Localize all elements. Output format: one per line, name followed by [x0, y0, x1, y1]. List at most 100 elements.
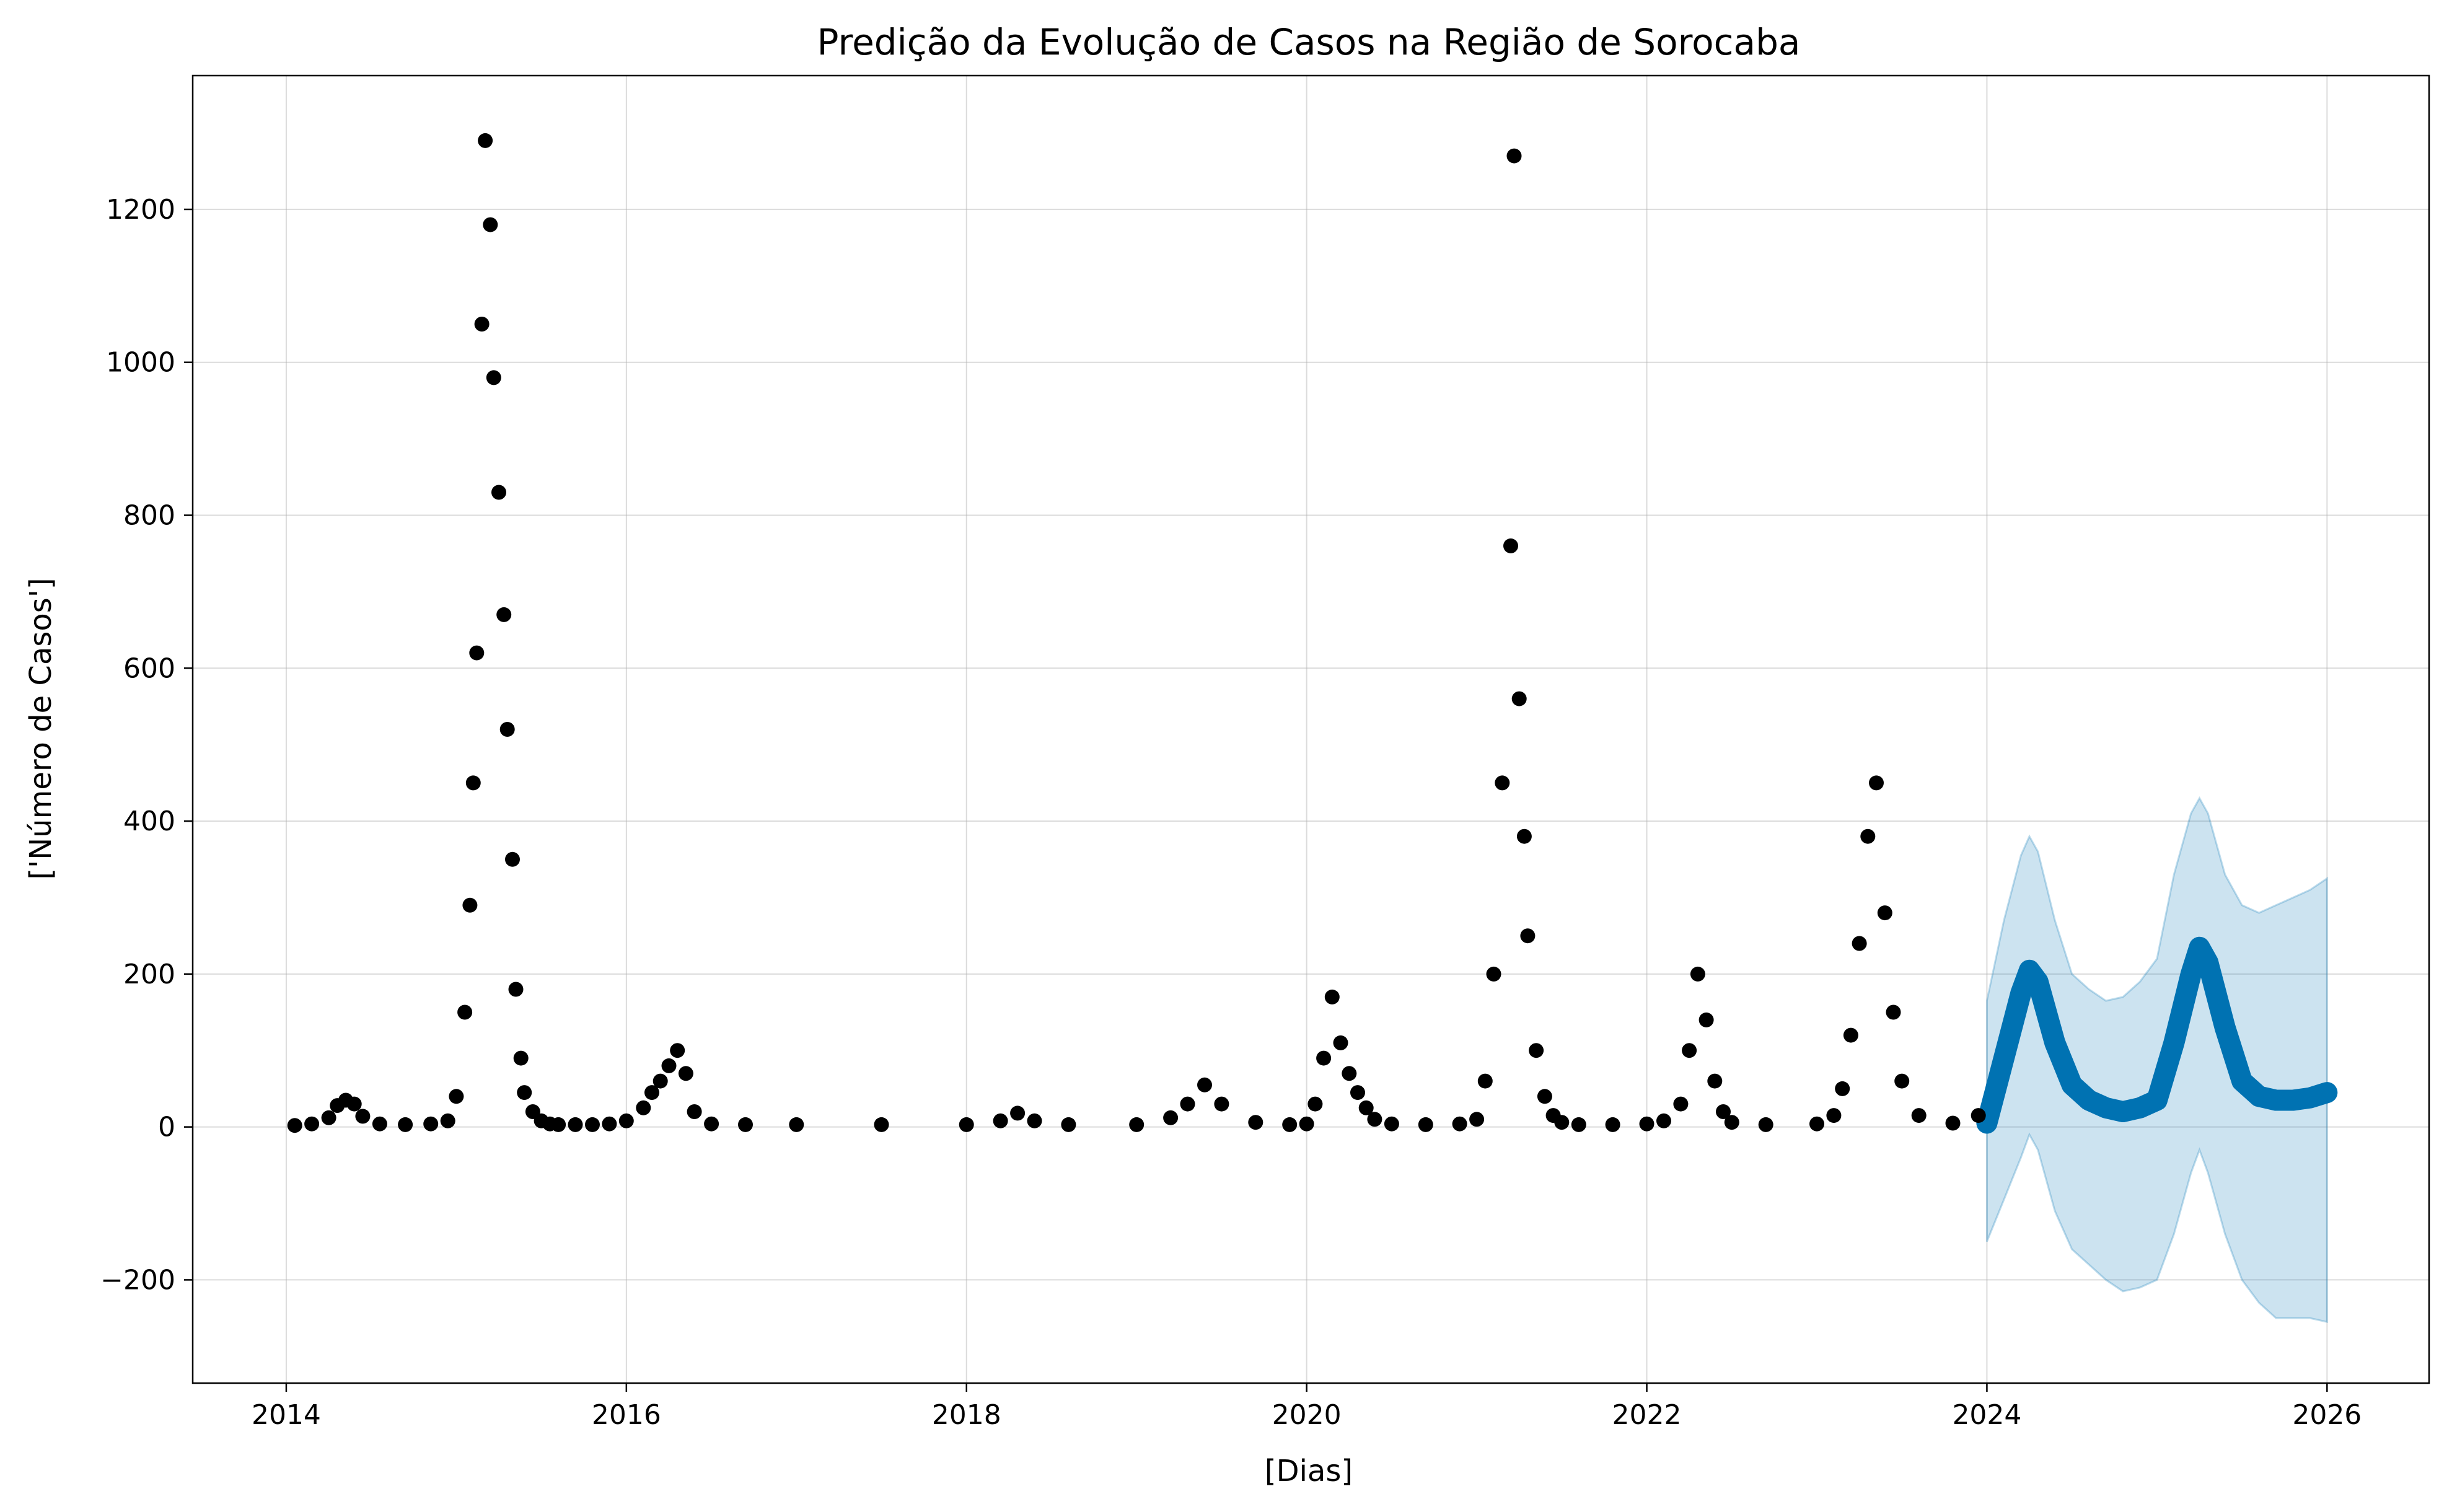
observed-point: [993, 1113, 1008, 1128]
observed-point: [1477, 1073, 1493, 1089]
observed-point: [457, 1004, 473, 1020]
observed-point: [1529, 1043, 1544, 1058]
observed-point: [499, 722, 515, 737]
observed-point: [1129, 1117, 1145, 1132]
y-tick-label: 0: [158, 1112, 175, 1143]
observed-point: [462, 897, 478, 913]
observed-point: [496, 607, 512, 622]
observed-point: [1511, 691, 1527, 706]
observed-point: [1877, 905, 1892, 921]
observed-point: [491, 485, 506, 500]
observed-point: [789, 1117, 804, 1132]
observed-point: [1886, 1004, 1901, 1020]
observed-point: [1945, 1115, 1961, 1131]
observed-point: [1367, 1112, 1382, 1127]
observed-point: [1835, 1081, 1850, 1096]
observed-point: [551, 1117, 566, 1132]
observed-point: [1452, 1116, 1467, 1132]
plot-frame: [191, 74, 2430, 1384]
observed-point: [1180, 1096, 1195, 1112]
observed-point: [585, 1117, 600, 1132]
observed-point: [513, 1050, 529, 1066]
observed-point: [636, 1100, 651, 1115]
y-tick-label: 200: [123, 959, 175, 990]
observed-point: [661, 1058, 677, 1073]
observed-point: [1486, 966, 1501, 982]
observed-point: [1971, 1108, 1986, 1123]
observed-point: [1503, 538, 1518, 553]
observed-point: [1163, 1110, 1179, 1125]
observed-point: [505, 851, 520, 867]
observed-point: [287, 1118, 302, 1133]
observed-point: [1299, 1116, 1314, 1132]
x-tick-label: 2026: [2292, 1399, 2362, 1431]
observed-point: [1248, 1115, 1263, 1130]
chart-title: Predição da Evolução de Casos na Região …: [817, 21, 1801, 63]
uncertainty-area: [1985, 796, 2328, 1324]
observed-point: [618, 1113, 634, 1128]
observed-point: [346, 1096, 362, 1112]
observed-point: [959, 1117, 974, 1132]
observed-point: [1656, 1113, 1671, 1128]
observed-point: [1690, 966, 1705, 982]
observed-point: [1506, 148, 1522, 164]
observed-point: [1316, 1050, 1332, 1066]
observed-point: [304, 1116, 320, 1132]
observed-point: [874, 1117, 889, 1132]
x-tick-label: 2022: [1612, 1399, 1682, 1431]
observed-point: [644, 1085, 659, 1101]
observed-point: [508, 982, 524, 997]
y-tick-label: 1000: [106, 347, 175, 379]
observed-point: [517, 1085, 532, 1101]
observed-point: [704, 1116, 719, 1132]
observed-point: [1682, 1043, 1697, 1058]
observed-point: [474, 317, 490, 332]
observed-point: [1554, 1115, 1570, 1130]
observed-point: [1333, 1035, 1348, 1050]
y-tick-label: −200: [100, 1264, 175, 1296]
y-tick-label: 600: [123, 653, 175, 684]
observed-point: [1307, 1096, 1323, 1112]
observed-point: [687, 1104, 702, 1119]
observed-point: [449, 1089, 464, 1104]
observed-point: [440, 1113, 455, 1128]
observed-point: [1673, 1096, 1689, 1112]
observed-point: [423, 1116, 439, 1132]
y-tick-label: 800: [123, 500, 175, 532]
observed-point: [678, 1066, 693, 1081]
observed-point: [1027, 1113, 1042, 1128]
x-tick-label: 2020: [1272, 1399, 1342, 1431]
observed-point: [1061, 1117, 1076, 1132]
observed-point: [1537, 1089, 1552, 1104]
observed-point: [1282, 1117, 1298, 1132]
observed-point: [1698, 1012, 1714, 1027]
observed-point: [670, 1043, 685, 1058]
observed-point: [1758, 1117, 1773, 1132]
observed-point: [1852, 936, 1867, 951]
observed-point: [1010, 1105, 1026, 1121]
observed-points: [287, 133, 1986, 1133]
observed-point: [1469, 1112, 1485, 1127]
observed-point: [355, 1109, 371, 1124]
axis-ticks: 2014 2016 2018 2020 2022 2024 2026 −200 0 200 400 6…: [100, 194, 2362, 1431]
observed-point: [1809, 1116, 1824, 1132]
observed-point: [1724, 1115, 1739, 1130]
y-axis-label: ['Número de Casos']: [24, 578, 58, 879]
observed-point: [1495, 775, 1510, 791]
observed-point: [1707, 1073, 1723, 1089]
observed-point: [1911, 1108, 1927, 1123]
observed-point: [568, 1117, 583, 1132]
x-tick-label: 2024: [1952, 1399, 2021, 1431]
observed-point: [602, 1116, 617, 1132]
observed-point: [1214, 1096, 1229, 1112]
observed-point: [1860, 829, 1876, 844]
observed-point: [372, 1116, 387, 1132]
observed-point: [1826, 1108, 1842, 1123]
observed-point: [478, 133, 493, 148]
observed-point: [1384, 1116, 1399, 1132]
x-tick-label: 2014: [252, 1399, 321, 1431]
observed-point: [1358, 1100, 1374, 1115]
observed-point: [321, 1110, 336, 1125]
observed-point: [1639, 1116, 1654, 1132]
